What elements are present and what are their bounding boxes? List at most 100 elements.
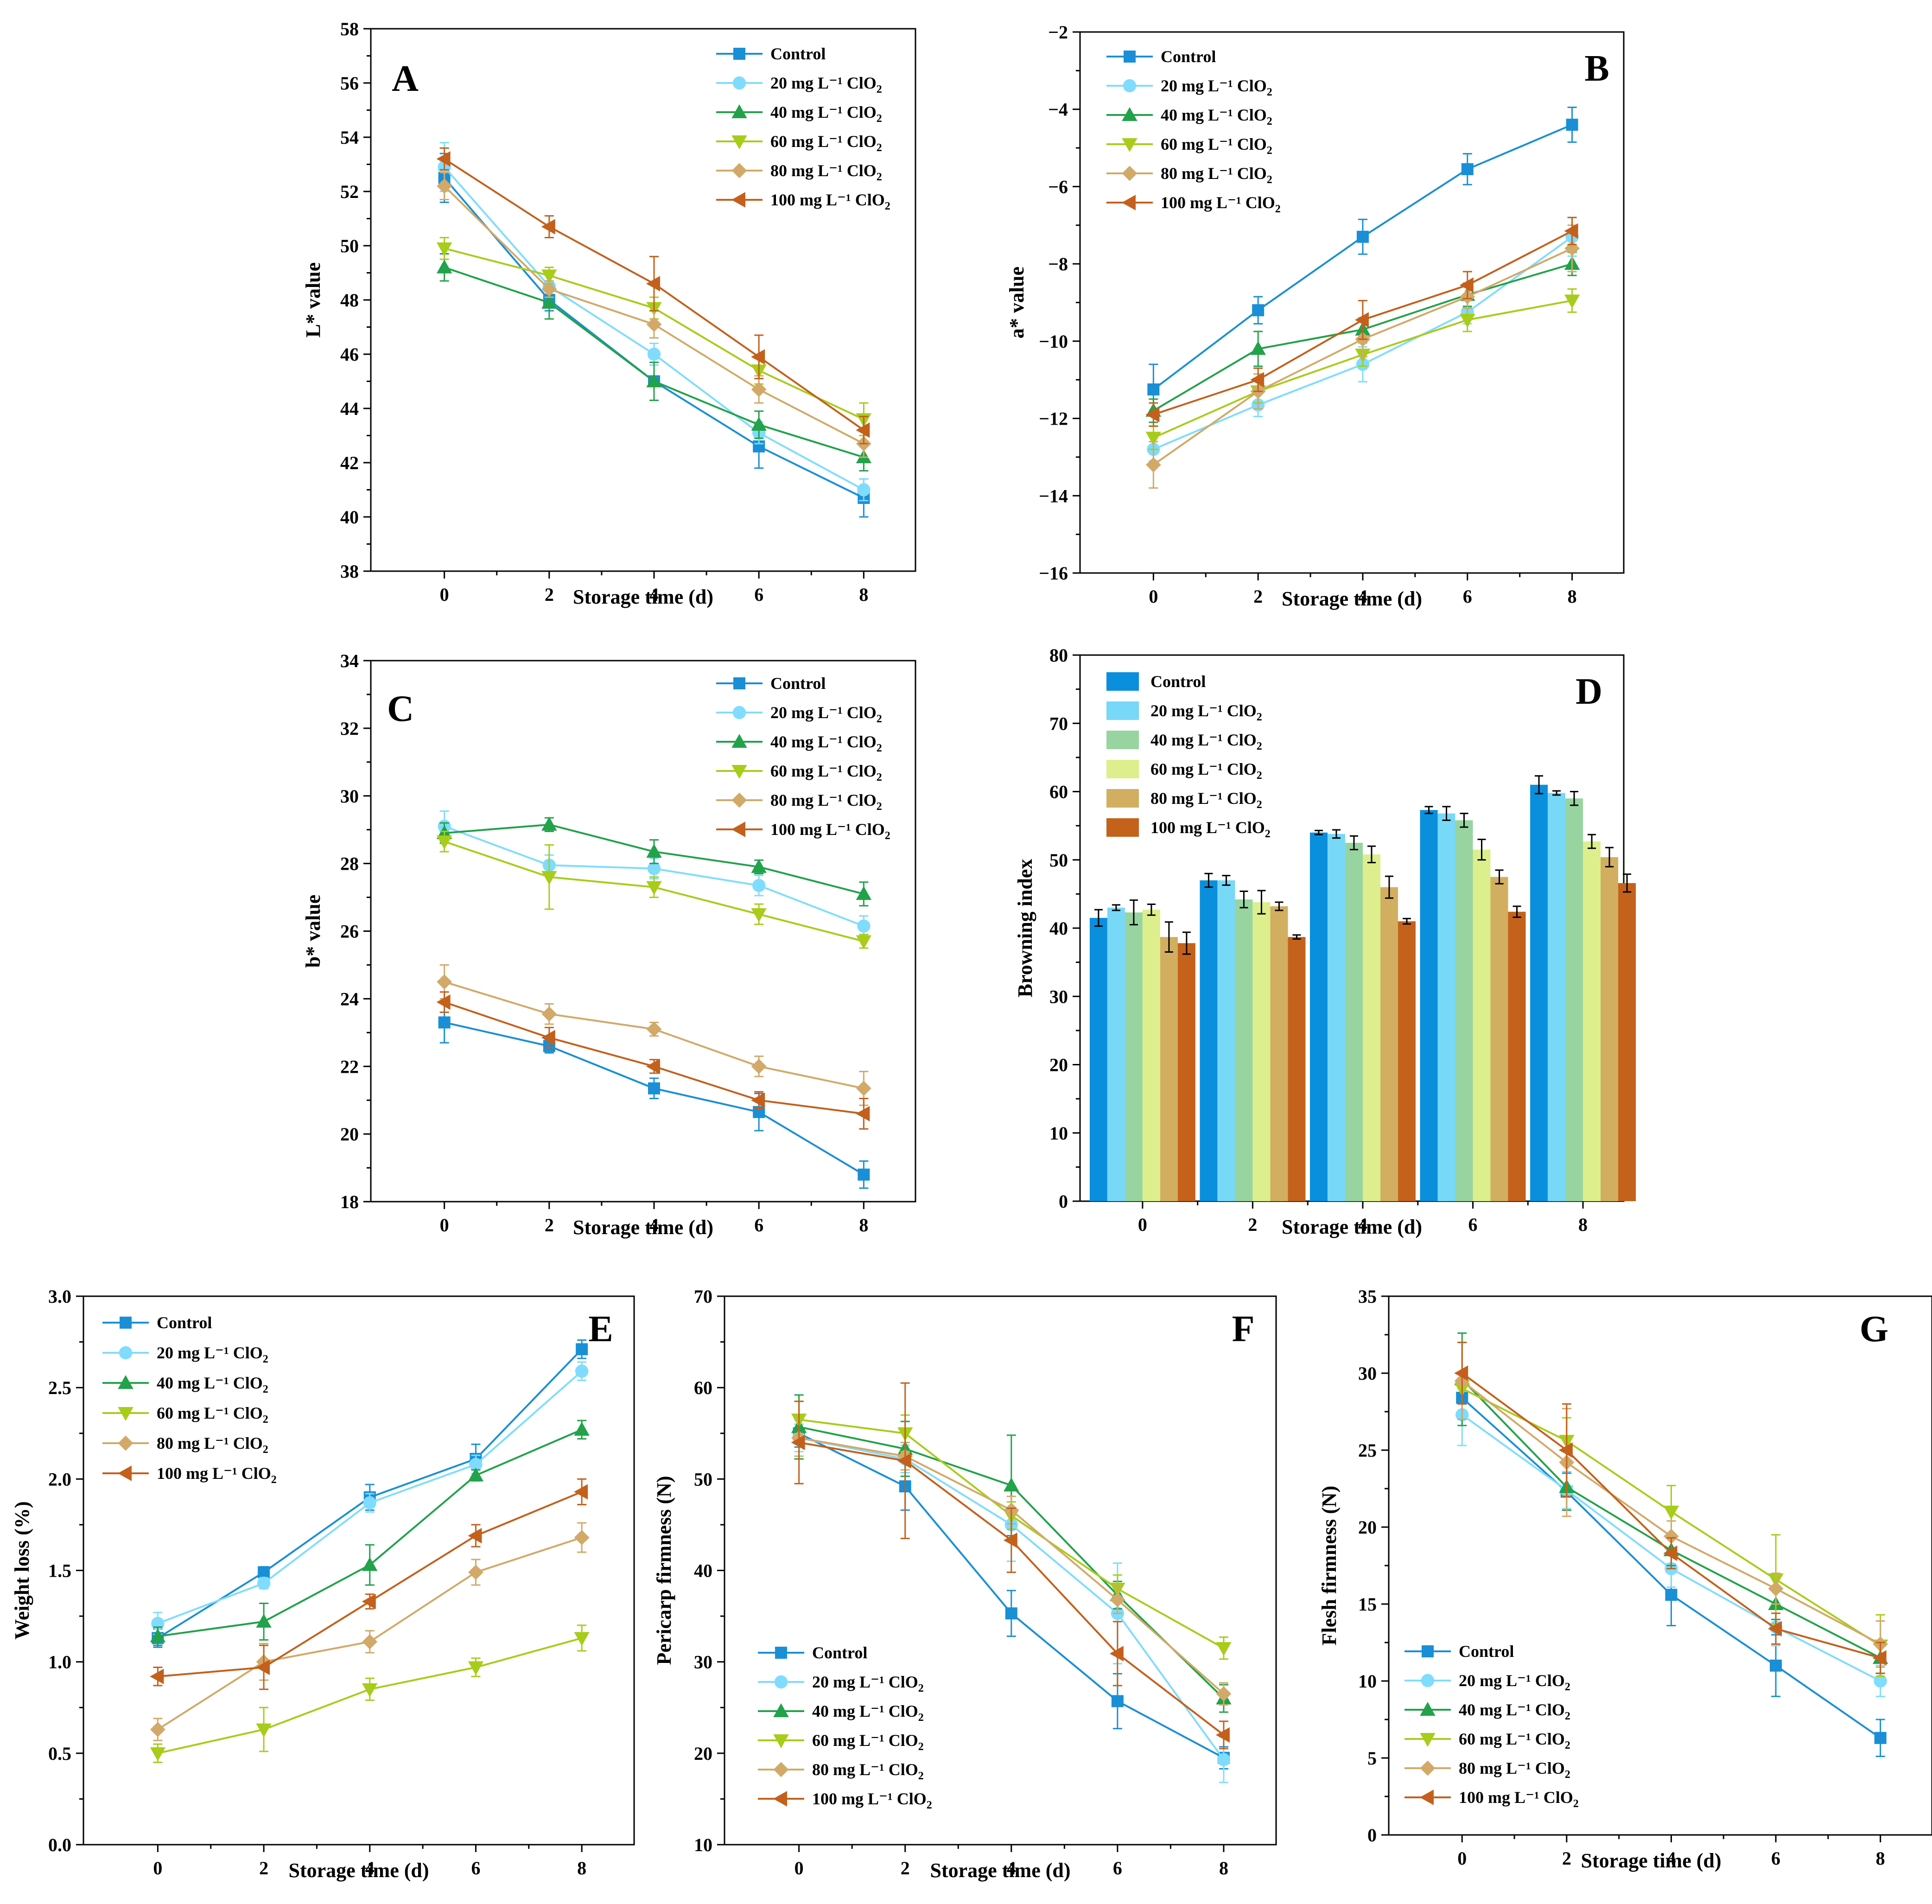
- panel-c-legend-item-4: 80 mg L⁻¹ ClO2: [716, 791, 882, 813]
- panel-d-legend-swatch: [1106, 701, 1139, 720]
- panel-b-data-point: [1250, 341, 1266, 355]
- panel-e-data-point: [363, 1496, 376, 1509]
- panel-d-legend-item-label-main: 100 mg L⁻¹ ClO: [1150, 818, 1265, 837]
- panel-e-legend-item-label-main: 20 mg L⁻¹ ClO: [157, 1344, 263, 1362]
- panel-d-bar: [1530, 784, 1548, 1201]
- panel-d-ytick-label: 60: [1049, 782, 1068, 802]
- panel-g-legend-item-5: 100 mg L⁻¹ ClO2: [1405, 1788, 1579, 1810]
- panel-e-legend-item-label-subscript: 2: [263, 1414, 268, 1426]
- panel-d-legend-item-4: 80 mg L⁻¹ ClO2: [1106, 789, 1262, 811]
- panel-f-letter: F: [1232, 1309, 1255, 1350]
- panel-c-legend-marker: [731, 792, 747, 808]
- panel-b-data-point: [1460, 314, 1475, 328]
- panel-f-legend-item-label: 60 mg L⁻¹ ClO2: [812, 1731, 924, 1753]
- panel-e-data-point: [150, 1628, 166, 1643]
- panel-a-xtick-label: 8: [859, 584, 868, 605]
- panel-e-data-point: [575, 1364, 589, 1378]
- panel-a-xtick-label: 6: [754, 584, 763, 605]
- panel-c-legend-item-label-subscript: 2: [885, 830, 890, 842]
- panel-a-letter: A: [392, 58, 419, 99]
- panel-e-data-point: [468, 1661, 484, 1675]
- panel-c-legend-item-1: 20 mg L⁻¹ ClO2: [716, 703, 882, 725]
- panel-a-legend-item-2: 40 mg L⁻¹ ClO2: [716, 103, 882, 125]
- panel-c-legend-marker: [732, 706, 746, 720]
- panel-g-xtick-label: 2: [1562, 1848, 1571, 1869]
- panel-d-bar: [1217, 880, 1235, 1201]
- panel-c-data-point: [541, 816, 557, 831]
- panel-g-legend-item-3: 60 mg L⁻¹ ClO2: [1405, 1730, 1570, 1751]
- panel-g-ylabel: Flesh firmness (N): [1318, 1486, 1341, 1646]
- panel-b-legend-item-label: 40 mg L⁻¹ ClO2: [1161, 106, 1272, 127]
- panel-c-legend-item-label-subscript: 2: [877, 771, 882, 783]
- panel-g-series-4: [1454, 1342, 1888, 1668]
- panel-b-legend-item-label-subscript: 2: [1267, 115, 1272, 127]
- panel-g-ytick-label: 0: [1367, 1825, 1377, 1846]
- panel-f-data-point: [897, 1453, 911, 1469]
- panel-b-xtick-label: 6: [1463, 586, 1472, 607]
- panel-b-legend-item-3: 60 mg L⁻¹ ClO2: [1106, 135, 1272, 157]
- panel-f-legend-item-label-main: 40 mg L⁻¹ ClO: [812, 1702, 918, 1720]
- panel-c-legend-item-label-subscript: 2: [877, 742, 882, 754]
- panel-a-legend-item-label: 100 mg L⁻¹ ClO2: [770, 191, 890, 212]
- panel-c-series-5: [436, 991, 870, 1130]
- panel-g-legend-marker: [1420, 1760, 1436, 1776]
- panel-f-legend-marker: [773, 1762, 789, 1777]
- panel-f-ytick-label: 10: [694, 1834, 712, 1855]
- panel-f-legend-item-label: 20 mg L⁻¹ ClO2: [812, 1673, 924, 1694]
- panel-d-ytick-label: 50: [1049, 850, 1068, 871]
- panel-b-legend-item-label-main: 100 mg L⁻¹ ClO: [1161, 193, 1275, 212]
- panel-b-data-point: [1147, 383, 1160, 396]
- panel-d-xtick-label: 4: [1358, 1214, 1367, 1235]
- panel-e-ytick-label: 1.5: [48, 1560, 71, 1581]
- panel-c-data-point: [646, 881, 662, 895]
- panel-c-ytick-label: 32: [340, 718, 359, 739]
- panel-c-data-point: [858, 1168, 870, 1181]
- panel-a-data-point: [436, 242, 452, 256]
- panel-d-ylabel: Browning index: [1014, 859, 1036, 998]
- panel-e-data-point: [362, 1634, 378, 1649]
- panel-e-data-point: [258, 1566, 270, 1579]
- panel-d-xtick-label: 2: [1248, 1214, 1257, 1235]
- panel-b-legend-item-label: 80 mg L⁻¹ ClO2: [1161, 164, 1272, 186]
- panel-e-legend-item-1: 20 mg L⁻¹ ClO2: [102, 1344, 268, 1365]
- panel-d-xtick-label: 8: [1578, 1214, 1588, 1235]
- panel-b-data-point: [1461, 163, 1474, 175]
- panel-c-ytick-label: 18: [340, 1191, 359, 1212]
- panel-d-bar: [1235, 899, 1253, 1201]
- panel-e-series-5: [150, 1478, 588, 1690]
- panel-f-data-point: [1215, 1727, 1230, 1743]
- panel-g-legend-item-label-subscript: 2: [1565, 1681, 1570, 1693]
- panel-e-xtick-label: 6: [471, 1858, 480, 1879]
- panel-d-legend-item-label-main: 80 mg L⁻¹ ClO: [1150, 789, 1257, 808]
- panel-c-legend-item-label: Control: [770, 674, 826, 693]
- panel-g-data-point: [1663, 1505, 1679, 1520]
- panel-c-data-point: [541, 871, 557, 885]
- panel-f-ytick-label: 20: [694, 1743, 712, 1764]
- panel-f-legend-item-label-subscript: 2: [918, 1741, 924, 1753]
- panel-c-data-point: [856, 1106, 870, 1122]
- panel-a-xtick-label: 0: [440, 584, 449, 605]
- panel-d-legend-item-2: 40 mg L⁻¹ ClO2: [1106, 731, 1262, 752]
- panel-g-legend-item-label-main: 80 mg L⁻¹ ClO: [1459, 1759, 1565, 1777]
- panel-c-legend-item-5: 100 mg L⁻¹ ClO2: [716, 820, 890, 842]
- panel-c-data-point: [437, 974, 452, 990]
- panel-e-data-point: [256, 1613, 272, 1628]
- panel-e-legend-item-label: 60 mg L⁻¹ ClO2: [157, 1404, 268, 1426]
- panel-b-ytick-label: −14: [1039, 485, 1068, 506]
- panel-d-ytick-label: 70: [1049, 713, 1068, 734]
- panel-b-legend-item-label-subscript: 2: [1267, 86, 1272, 98]
- panel-f-legend-marker: [775, 1647, 787, 1659]
- panel-d-ytick-label: 80: [1049, 645, 1068, 666]
- panel-a-data-point: [541, 294, 557, 309]
- panel-d-bar: [1252, 902, 1271, 1201]
- panel-a-legend-item-label-subscript: 2: [885, 200, 890, 212]
- panel-b-xlabel: Storage time (d): [1282, 587, 1422, 610]
- panel-c-xtick-label: 0: [440, 1215, 449, 1235]
- panel-b-data-point: [1250, 372, 1265, 388]
- panel-a-ytick-label: 44: [340, 398, 359, 419]
- panel-f-data-point: [1110, 1592, 1125, 1608]
- panel-f-data-point: [1111, 1695, 1124, 1707]
- panel-a-legend-item-4: 80 mg L⁻¹ ClO2: [716, 161, 882, 183]
- panel-b-legend-marker: [1121, 195, 1136, 210]
- panel-e-ylabel: Weight loss (%): [11, 1501, 33, 1639]
